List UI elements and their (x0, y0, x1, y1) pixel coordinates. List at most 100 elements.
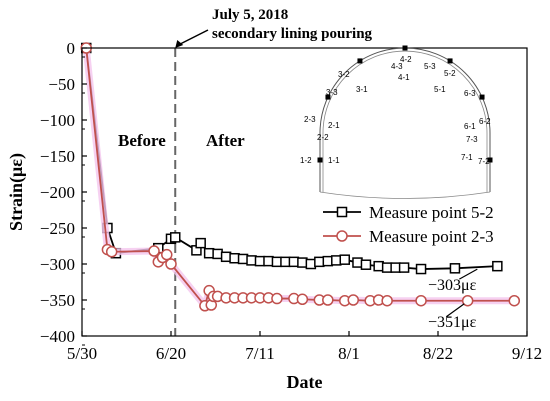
series-1-point (246, 255, 257, 266)
inset-point-label: 4-2 (400, 55, 412, 64)
x-tick-label: 9/12 (512, 344, 542, 363)
series-1-point (169, 232, 181, 243)
y-tick-label: −400 (40, 327, 75, 346)
series-1-point (280, 256, 291, 268)
chart-labels: July 5, 2018 secondary lining pouring Befo… (118, 7, 478, 331)
tunnel-inner-lining (322, 50, 488, 192)
series-2-point (105, 246, 118, 258)
series-2-point (148, 245, 160, 257)
series-1-point (415, 263, 427, 275)
y-tick-label: −100 (40, 111, 75, 130)
series-2-point (296, 293, 309, 306)
phase-after-label: After (206, 131, 245, 150)
inset-point-label: 4-3 (391, 62, 403, 71)
final-value-2-3: −351με (428, 314, 477, 331)
annotation-pointer-2-3 (445, 303, 465, 318)
inset-point-label: 6-3 (464, 89, 476, 98)
marker-arrowhead (175, 40, 184, 48)
gauge-mark-2 (325, 94, 331, 100)
inset-point-label: 7-2 (478, 157, 490, 166)
series-1-point (288, 256, 300, 268)
inset-point-label: 3-2 (338, 70, 350, 79)
series-2-point (165, 258, 177, 270)
inset-point-label: 6-1 (464, 122, 476, 131)
gauge-mark-6 (479, 94, 485, 100)
series-1-point (322, 255, 334, 267)
series-1-point (449, 263, 461, 274)
inset-point-label: 1-2 (300, 156, 312, 165)
x-tick-label: 5/30 (67, 344, 97, 363)
series-1-point (271, 256, 283, 268)
marker-event-label: secondary lining pouring (212, 26, 373, 42)
tunnel-invert (319, 191, 491, 199)
marker-arrow-line (177, 29, 209, 46)
series-2-point (347, 294, 359, 306)
x-axis-title: Date (287, 372, 323, 392)
inset-point-label: 5-2 (444, 69, 456, 78)
series-1-point (229, 252, 240, 264)
series-1-point (398, 262, 410, 273)
gauge-mark-1 (317, 157, 323, 163)
series-1-point (373, 260, 384, 272)
y-tick-label: 0 (67, 39, 76, 58)
series-1-point (195, 237, 206, 249)
phase-before-label: Before (118, 131, 166, 150)
annotation-pointer-5-2 (459, 268, 478, 280)
legend-label-5-2: Measure point 5-2 (369, 203, 494, 222)
inset-point-label: 3-3 (326, 88, 338, 97)
series-2-point (271, 292, 283, 305)
series-1-point (314, 256, 325, 268)
inset-point-label: 2-1 (328, 121, 340, 130)
series-1-point (381, 262, 393, 273)
series-1-point (212, 248, 223, 260)
y-tick-label: −50 (48, 75, 75, 94)
inset-point-label: 6-2 (479, 117, 491, 126)
series-1-point (331, 255, 342, 266)
y-tick-label: −300 (40, 255, 75, 274)
gauge-mark-7 (487, 157, 493, 163)
y-tick-label: −150 (40, 147, 75, 166)
series-1-point (352, 257, 363, 268)
x-tick-label: 7/11 (245, 344, 275, 363)
series-2-point (415, 294, 427, 307)
series-2-point (381, 294, 393, 307)
inset-point-label: 7-1 (461, 153, 473, 162)
inset-point-label: 1-1 (328, 156, 340, 165)
marker-date-label: July 5, 2018 (212, 7, 288, 23)
gauge-mark-3 (357, 58, 363, 64)
gauge-mark-5 (447, 58, 453, 64)
inset-point-label: 5-1 (434, 85, 446, 94)
inset-point-label: 3-1 (356, 85, 368, 94)
y-tick-label: −200 (40, 183, 75, 202)
gauge-mark-4 (402, 45, 408, 51)
final-value-5-2: −303με (428, 277, 477, 294)
series-2-point (161, 248, 173, 261)
series-1-point (263, 255, 274, 267)
x-tick-label: 8/1 (338, 344, 360, 363)
y-tick-label: −250 (40, 219, 75, 238)
legend-label-2-3: Measure point 2-3 (369, 227, 494, 246)
inset-point-label: 2-3 (304, 115, 316, 124)
inset-point-label: 2-2 (317, 133, 329, 142)
series-1-point (492, 260, 503, 272)
plot-area (80, 42, 521, 336)
series-1-point (220, 251, 232, 263)
series-1-point (360, 259, 372, 270)
series-2-point (461, 294, 474, 307)
y-axis-title: Strain(με) (6, 153, 27, 231)
inset-point-label: 7-3 (466, 135, 478, 144)
tunnel-inset-diagram: 1-2 1-1 2-32-2 2-1 3-33-2 3-1 4-34-2 4-1 5-3 5-2 5… (300, 45, 493, 199)
inset-point-label: 4-1 (398, 73, 410, 82)
legend-marker-5-2 (336, 206, 348, 218)
series-2-point (508, 294, 521, 307)
y-tick-label: −350 (40, 291, 75, 310)
series-1-point (297, 257, 308, 268)
series-1-point (237, 253, 249, 265)
series-2-point (322, 294, 334, 306)
legend: Measure point 5-2 Measure point 2-3 (323, 203, 494, 246)
series-1-point (254, 255, 266, 267)
series-1-point (339, 254, 351, 265)
legend-marker-2-3 (336, 230, 348, 242)
